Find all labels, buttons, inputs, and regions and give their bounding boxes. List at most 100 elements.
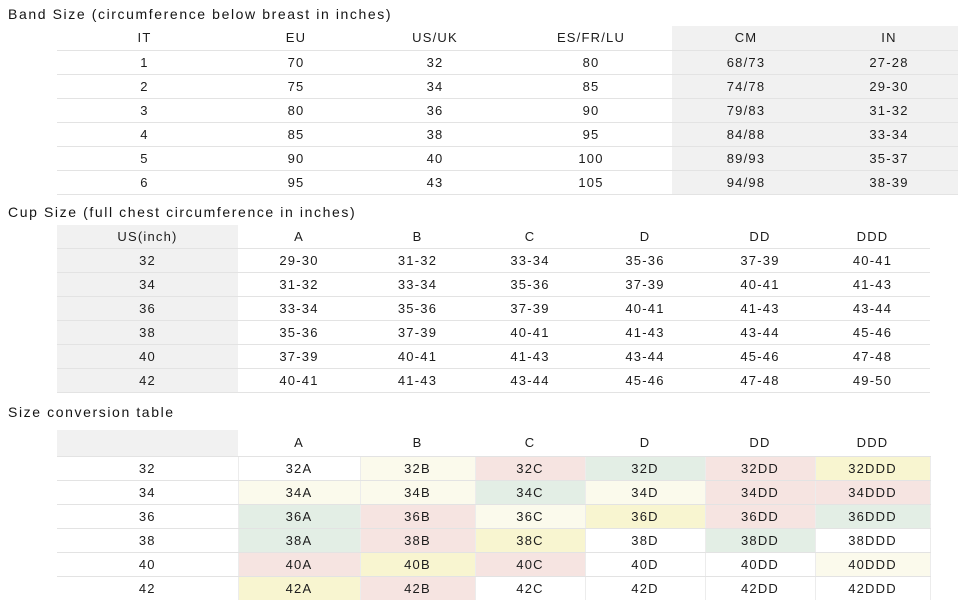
table-row: 3 80 36 90 79/83 31-32: [57, 98, 958, 123]
cell: 41-43: [815, 272, 930, 297]
cell: 47-48: [815, 344, 930, 369]
size-cell: 42C: [474, 576, 585, 600]
row-label: 38: [57, 528, 238, 553]
cell: 42: [57, 368, 238, 393]
cell: 35-37: [820, 146, 958, 171]
size-cell: 34DDD: [814, 480, 931, 505]
cell: 43: [360, 170, 510, 195]
table-row: 38 38A 38B 38C 38D 38DD 38DDD: [57, 528, 931, 553]
table-row: 36 33-34 35-36 37-39 40-41 41-43 43-44: [57, 296, 930, 321]
size-cell: 36C: [474, 504, 585, 529]
cell: 33-34: [475, 248, 585, 273]
table-row: 36 36A 36B 36C 36D 36DD 36DDD: [57, 504, 931, 529]
column-header: US(inch): [57, 224, 238, 249]
row-label: 40: [57, 552, 238, 577]
size-cell: 32DDD: [814, 456, 931, 481]
cell: 45-46: [705, 344, 815, 369]
cell: 36: [360, 98, 510, 123]
column-header: C: [475, 224, 585, 249]
size-cell: 38A: [237, 528, 360, 553]
cell: 35-36: [585, 248, 705, 273]
size-conversion-table: A B C D DD DDD 32 32A 32B 32C 32D 32DD 32DDD 34 34A 34B…: [57, 430, 931, 600]
cell: 38-39: [820, 170, 958, 195]
column-header: DD: [705, 224, 815, 249]
size-cell: 34C: [474, 480, 585, 505]
cell: 37-39: [238, 344, 360, 369]
cell: 40-41: [585, 296, 705, 321]
cell: 34: [57, 272, 238, 297]
cell: 37-39: [475, 296, 585, 321]
table-row: 32 29-30 31-32 33-34 35-36 37-39 40-41: [57, 248, 930, 273]
cell: 79/83: [672, 98, 820, 123]
cell: 43-44: [815, 296, 930, 321]
size-cell: 34B: [359, 480, 475, 505]
size-cell: 40DD: [704, 552, 815, 577]
band-size-title: Band Size (circumference below breast in…: [8, 6, 393, 22]
cell: 29-30: [820, 74, 958, 99]
cell: 32: [57, 248, 238, 273]
column-header: IT: [57, 26, 232, 51]
cup-size-title: Cup Size (full chest circumference in in…: [8, 203, 357, 220]
cell: 31-32: [820, 98, 958, 123]
size-cell: 40D: [584, 552, 705, 577]
column-header: A: [238, 430, 360, 457]
size-cell: 32C: [474, 456, 585, 481]
cell: 33-34: [238, 296, 360, 321]
column-header: A: [238, 224, 360, 249]
size-cell: 32DD: [704, 456, 815, 481]
column-header: US/UK: [360, 26, 510, 51]
column-header: B: [360, 224, 475, 249]
size-cell: 38D: [584, 528, 705, 553]
cell: 3: [57, 98, 232, 123]
table-row: 34 31-32 33-34 35-36 37-39 40-41 41-43: [57, 272, 930, 297]
header-row: A B C D DD DDD: [57, 430, 930, 457]
header-row: IT EU US/UK ES/FR/LU CM IN: [57, 26, 958, 51]
cell: 32: [360, 50, 510, 75]
table-row: 5 90 40 100 89/93 35-37: [57, 146, 958, 171]
cell: 41-43: [585, 320, 705, 345]
cell: 40-41: [475, 320, 585, 345]
table-row: 42 40-41 41-43 43-44 45-46 47-48 49-50: [57, 368, 930, 393]
column-header: IN: [820, 26, 958, 51]
size-cell: 40DDD: [814, 552, 931, 577]
column-header: DDD: [815, 224, 930, 249]
row-label: 34: [57, 480, 238, 505]
column-header: DDD: [815, 430, 930, 457]
cell: 84/88: [672, 122, 820, 147]
column-header: D: [585, 224, 705, 249]
column-header: [57, 430, 238, 457]
column-header: B: [360, 430, 475, 457]
cell: 45-46: [585, 368, 705, 393]
cell: 41-43: [360, 368, 475, 393]
size-cell: 38C: [474, 528, 585, 553]
cell: 38: [360, 122, 510, 147]
size-cell: 40B: [359, 552, 475, 577]
table-row: 34 34A 34B 34C 34D 34DD 34DDD: [57, 480, 931, 505]
cell: 75: [232, 74, 360, 99]
cell: 31-32: [360, 248, 475, 273]
size-cell: 34A: [237, 480, 360, 505]
cup-size-table: US(inch) A B C D DD DDD 32 29-30 31-32 33-34 35-36 3…: [57, 224, 930, 393]
row-label: 36: [57, 504, 238, 529]
cell: 27-28: [820, 50, 958, 75]
cell: 6: [57, 170, 232, 195]
cell: 90: [232, 146, 360, 171]
size-cell: 42B: [359, 576, 475, 600]
size-cell: 36A: [237, 504, 360, 529]
cell: 35-36: [475, 272, 585, 297]
cell: 90: [510, 98, 672, 123]
cell: 31-32: [238, 272, 360, 297]
size-cell: 32D: [584, 456, 705, 481]
cell: 37-39: [705, 248, 815, 273]
table-row: 6 95 43 105 94/98 38-39: [57, 170, 958, 195]
cell: 41-43: [475, 344, 585, 369]
cell: 33-34: [360, 272, 475, 297]
row-label: 42: [57, 576, 238, 600]
cell: 33-34: [820, 122, 958, 147]
cell: 40-41: [238, 368, 360, 393]
cell: 95: [510, 122, 672, 147]
cell: 43-44: [475, 368, 585, 393]
table-row: 32 32A 32B 32C 32D 32DD 32DDD: [57, 456, 931, 481]
size-conversion-title: Size conversion table: [8, 404, 175, 420]
